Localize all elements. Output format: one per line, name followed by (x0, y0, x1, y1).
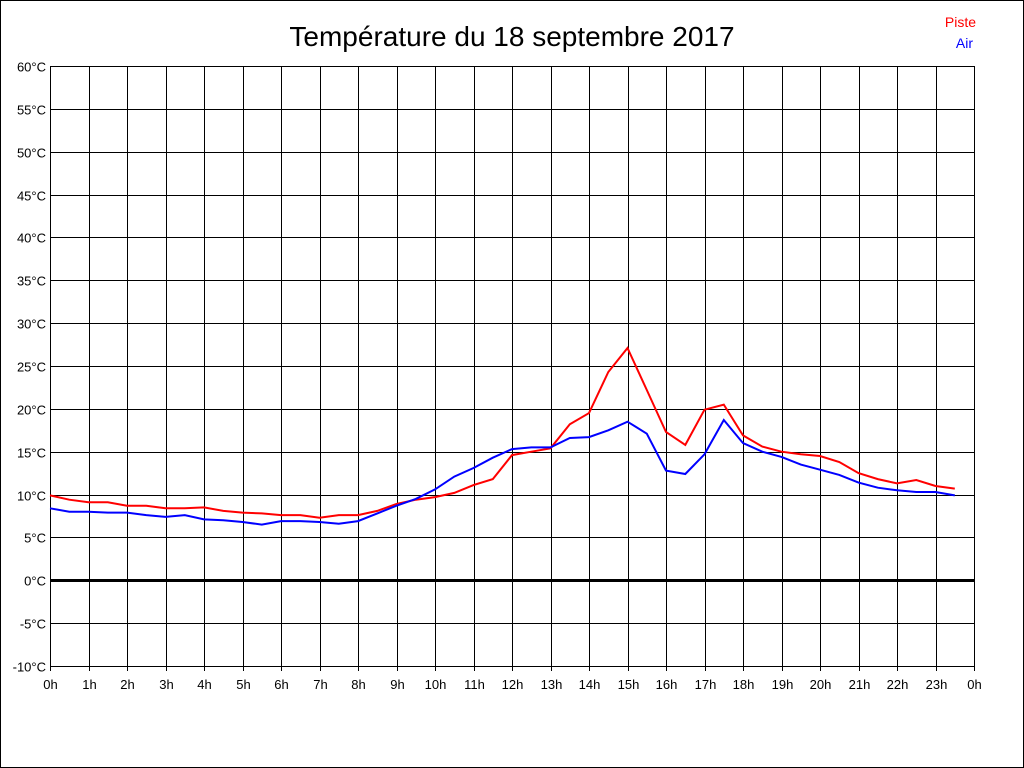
x-tick-label: 11h (464, 677, 485, 692)
x-tick-label: 5h (236, 677, 250, 692)
y-tick-label: -5°C (20, 617, 46, 632)
x-tick-label: 6h (274, 677, 288, 692)
y-axis-ticks: 60°C 55°C 50°C 45°C 40°C 35°C 30°C 25°C 20°C 15°C… (13, 60, 46, 675)
y-tick-label: 20°C (17, 403, 46, 418)
series-line-piste (49, 346, 955, 519)
x-tick-label: 8h (351, 677, 365, 692)
x-tick-label: 20h (810, 677, 832, 692)
x-tick-label: 4h (197, 677, 211, 692)
grid (50, 66, 975, 671)
x-tick-label: 2h (120, 677, 134, 692)
x-tick-label: 0h (43, 677, 57, 692)
x-tick-label: 21h (849, 677, 871, 692)
legend-air: Air (956, 35, 973, 51)
x-tick-label: 10h (425, 677, 447, 692)
x-tick-label: 17h (695, 677, 717, 692)
x-tick-label: 15h (618, 677, 640, 692)
y-tick-label: 60°C (17, 60, 46, 75)
x-tick-label: 19h (772, 677, 794, 692)
legend-piste: Piste (945, 14, 976, 30)
y-tick-label: -10°C (13, 660, 46, 675)
x-tick-label: 0h (967, 677, 981, 692)
x-tick-label: 23h (926, 677, 948, 692)
series-lines (49, 346, 955, 526)
y-tick-label: 30°C (17, 317, 46, 332)
y-tick-label: 15°C (17, 446, 46, 461)
x-tick-label: 12h (502, 677, 524, 692)
x-tick-label: 16h (656, 677, 678, 692)
y-tick-label: 50°C (17, 146, 46, 161)
chart-title: Température du 18 septembre 2017 (289, 21, 734, 52)
x-tick-label: 22h (887, 677, 909, 692)
x-tick-label: 13h (541, 677, 563, 692)
y-tick-label: 25°C (17, 360, 46, 375)
x-tick-label: 18h (733, 677, 755, 692)
series-line-air (49, 418, 955, 526)
y-tick-label: 5°C (24, 531, 46, 546)
y-tick-label: 0°C (24, 574, 46, 589)
x-tick-label: 14h (579, 677, 601, 692)
x-axis-ticks: 0h 1h 2h 3h 4h 5h 6h 7h 8h 9h 10h 11h 12h 13h 14h 15h 16… (43, 677, 981, 692)
y-tick-label: 10°C (17, 489, 46, 504)
y-tick-label: 35°C (17, 274, 46, 289)
y-tick-label: 55°C (17, 103, 46, 118)
x-tick-label: 9h (390, 677, 404, 692)
y-tick-label: 40°C (17, 231, 46, 246)
x-tick-label: 1h (82, 677, 96, 692)
x-tick-label: 3h (159, 677, 173, 692)
x-tick-label: 7h (313, 677, 327, 692)
y-tick-label: 45°C (17, 189, 46, 204)
